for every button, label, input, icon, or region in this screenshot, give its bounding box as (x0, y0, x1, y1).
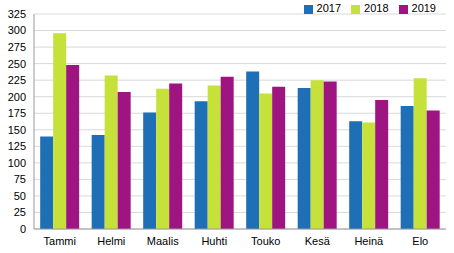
svg-text:75: 75 (14, 173, 26, 185)
html-text:2018: 2018 (364, 2, 389, 14)
svg-text:275: 275 (8, 41, 26, 53)
svg-text:Elo: Elo (412, 235, 428, 247)
html-text:2019: 2019 (411, 2, 436, 14)
svg-text:25: 25 (14, 206, 26, 218)
svg-text:Touko: Touko (251, 235, 280, 247)
svg-text:125: 125 (8, 140, 26, 152)
svg-text:50: 50 (14, 190, 26, 202)
svg-text:Heinä: Heinä (354, 235, 384, 247)
svg-text:175: 175 (8, 107, 26, 119)
svg-text:Huhti: Huhti (201, 235, 227, 247)
html-text:2017: 2017 (316, 2, 341, 14)
svg-text:150: 150 (8, 124, 26, 136)
svg-text:225: 225 (8, 74, 26, 86)
svg-text:Tammi: Tammi (44, 235, 76, 247)
svg-text:Maalis: Maalis (147, 235, 179, 247)
svg-text:250: 250 (8, 58, 26, 70)
svg-text:200: 200 (8, 91, 26, 103)
svg-text:325: 325 (8, 8, 26, 20)
svg-text:Helmi: Helmi (97, 235, 125, 247)
svg-text:100: 100 (8, 157, 26, 169)
svg-text:Kesä: Kesä (305, 235, 331, 247)
svg-text:0: 0 (20, 223, 26, 235)
svg-text:300: 300 (8, 24, 26, 36)
